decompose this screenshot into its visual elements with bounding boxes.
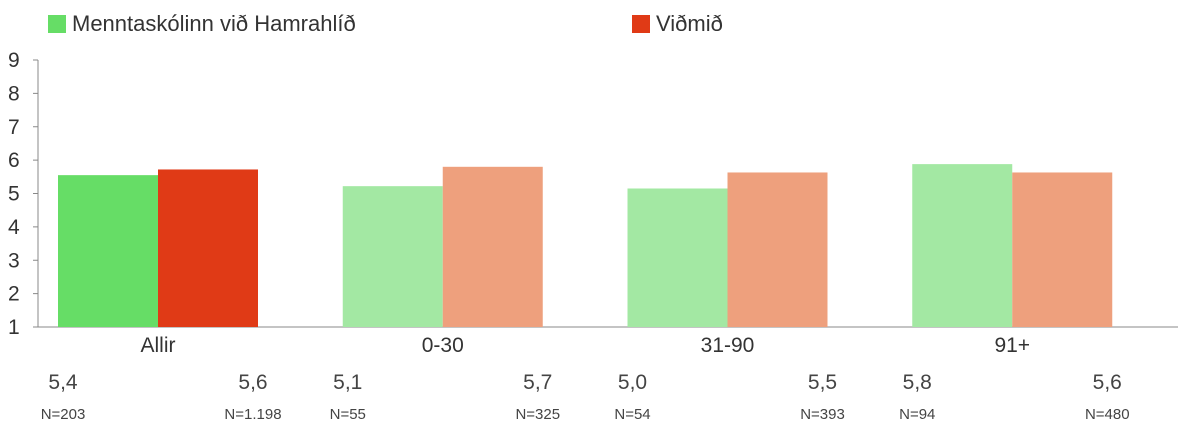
n-label: N=203 — [41, 406, 86, 423]
n-label: N=480 — [1085, 406, 1130, 423]
value-label: 5,6 — [238, 371, 267, 394]
y-tick-label: 1 — [8, 316, 20, 339]
category-label: 31-90 — [701, 334, 755, 357]
value-label: 5,4 — [48, 371, 78, 394]
y-tick-label: 9 — [8, 49, 20, 72]
bar-benchmark-2 — [727, 172, 828, 327]
n-label: N=1.198 — [224, 406, 281, 423]
bar-benchmark-0 — [158, 169, 258, 327]
legend-swatch-school — [48, 15, 66, 33]
bar-school-1 — [342, 186, 443, 327]
category-label: 91+ — [994, 334, 1030, 357]
bar-school-3 — [912, 164, 1013, 327]
y-tick-label: 3 — [8, 249, 20, 272]
bar-benchmark-1 — [442, 166, 543, 327]
y-tick-label: 7 — [8, 116, 20, 139]
y-tick-label: 8 — [8, 82, 20, 105]
n-label: N=54 — [614, 406, 650, 423]
legend: Menntaskólinn við Hamrahlíð Viðmið — [48, 11, 723, 36]
y-tick-label: 4 — [8, 216, 20, 239]
value-label: 5,5 — [808, 371, 837, 394]
legend-swatch-benchmark — [632, 15, 650, 33]
value-label: 5,6 — [1093, 371, 1122, 394]
category-label: 0-30 — [422, 334, 464, 357]
value-label: 5,1 — [333, 371, 362, 394]
n-label: N=393 — [800, 406, 845, 423]
bar-benchmark-3 — [1012, 172, 1113, 327]
value-label: 5,8 — [903, 371, 932, 394]
value-label: 5,7 — [523, 371, 552, 394]
y-tick-label: 2 — [8, 283, 20, 306]
legend-label-benchmark: Viðmið — [656, 11, 723, 36]
category-labels: 5,4 N=203 5,6 N=1.198 Allir 5,1 N=55 5,7 N=325 0-… — [41, 334, 1130, 423]
y-tick-label: 5 — [8, 183, 20, 206]
category-label: Allir — [141, 334, 176, 357]
legend-label-school: Menntaskólinn við Hamrahlíð — [72, 11, 356, 36]
bars — [58, 164, 1113, 327]
bar-school-2 — [627, 188, 728, 327]
bar-school-0 — [58, 175, 158, 327]
n-label: N=325 — [515, 406, 560, 423]
y-tick-label: 6 — [8, 149, 20, 172]
n-label: N=94 — [899, 406, 935, 423]
value-label: 5,0 — [618, 371, 647, 394]
n-label: N=55 — [330, 406, 366, 423]
